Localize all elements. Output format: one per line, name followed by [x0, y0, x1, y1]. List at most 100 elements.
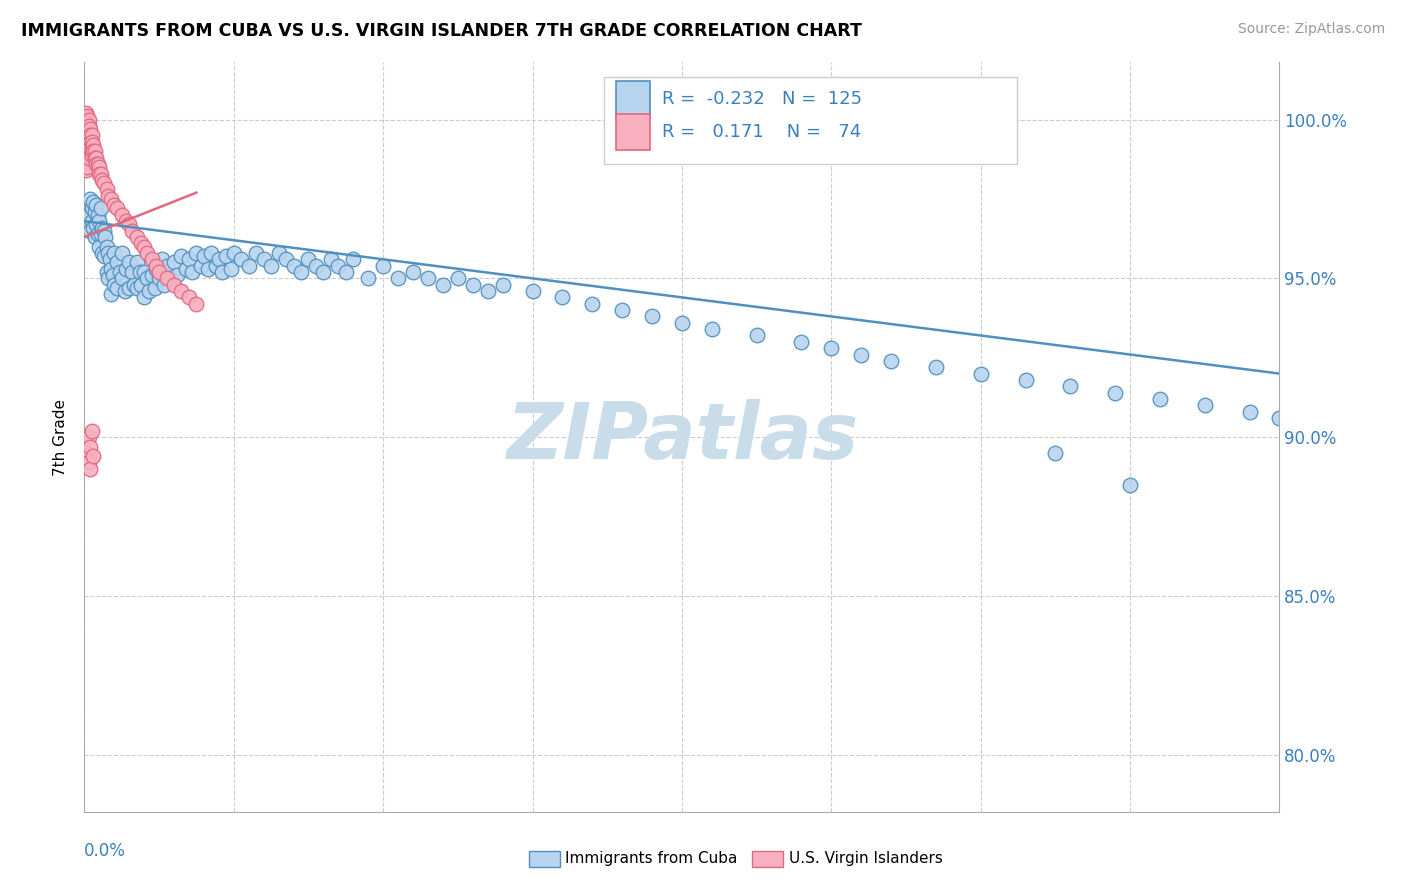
Point: [148, 271, 170, 285]
Point: [75, 157, 97, 171]
Point: [111, 246, 134, 260]
Point: [83, 204, 105, 219]
Point: [87, 208, 110, 222]
Point: [238, 259, 260, 273]
Point: [114, 284, 136, 298]
Point: [170, 284, 193, 298]
Point: [98, 252, 121, 267]
Point: [880, 354, 903, 368]
Text: IMMIGRANTS FROM CUBA VS U.S. VIRGIN ISLANDER 7TH GRADE CORRELATION CHART: IMMIGRANTS FROM CUBA VS U.S. VIRGIN ISLA…: [21, 22, 862, 40]
Point: [174, 261, 197, 276]
Point: [79, 462, 101, 476]
FancyBboxPatch shape: [605, 78, 1017, 163]
Point: [245, 246, 267, 260]
Point: [90, 227, 112, 241]
Point: [103, 277, 125, 292]
Point: [1194, 398, 1216, 412]
Point: [90, 202, 112, 216]
Point: [141, 268, 163, 282]
Point: [148, 265, 170, 279]
Point: [83, 230, 105, 244]
Text: Source: ZipAtlas.com: Source: ZipAtlas.com: [1237, 22, 1385, 37]
Point: [166, 268, 188, 282]
FancyBboxPatch shape: [616, 114, 650, 150]
Point: [75, 131, 97, 145]
Point: [132, 239, 156, 253]
Point: [76, 116, 98, 130]
Point: [274, 252, 297, 267]
Point: [77, 430, 100, 444]
Point: [96, 265, 118, 279]
Point: [82, 145, 104, 159]
Point: [128, 265, 150, 279]
Point: [90, 167, 112, 181]
Point: [155, 271, 177, 285]
Point: [136, 246, 159, 260]
Point: [87, 157, 110, 171]
Point: [305, 259, 328, 273]
Point: [177, 290, 200, 304]
Point: [222, 246, 245, 260]
Point: [77, 119, 100, 133]
Point: [97, 246, 120, 260]
Point: [91, 246, 114, 260]
Point: [89, 167, 111, 181]
Text: R =  -0.232   N =  125: R = -0.232 N = 125: [662, 90, 862, 108]
Point: [145, 259, 167, 273]
Point: [267, 246, 290, 260]
Text: R =   0.171    N =   74: R = 0.171 N = 74: [662, 123, 860, 141]
Point: [197, 261, 219, 276]
Point: [155, 259, 177, 273]
Point: [115, 261, 138, 276]
Point: [76, 122, 98, 136]
Point: [77, 455, 100, 469]
Point: [80, 214, 103, 228]
Point: [118, 281, 141, 295]
Point: [83, 151, 105, 165]
Point: [522, 284, 544, 298]
Point: [77, 145, 100, 159]
Point: [1104, 385, 1126, 400]
Point: [96, 239, 118, 253]
Point: [612, 303, 634, 318]
Point: [125, 255, 148, 269]
Point: [118, 255, 141, 269]
Point: [335, 265, 357, 279]
Point: [77, 131, 100, 145]
Point: [186, 297, 208, 311]
Point: [103, 198, 125, 212]
Text: 0.0%: 0.0%: [84, 842, 127, 860]
Point: [105, 255, 128, 269]
Point: [111, 208, 134, 222]
Point: [205, 259, 228, 273]
Point: [80, 424, 103, 438]
Point: [208, 252, 231, 267]
Point: [82, 220, 104, 235]
Point: [432, 277, 454, 292]
Point: [87, 227, 110, 241]
Point: [75, 163, 97, 178]
Point: [115, 214, 138, 228]
Point: [357, 271, 380, 285]
Point: [671, 316, 693, 330]
Point: [159, 271, 181, 285]
Point: [76, 160, 98, 174]
Point: [122, 277, 145, 292]
Point: [138, 284, 160, 298]
Point: [82, 138, 104, 153]
Point: [387, 271, 409, 285]
Point: [373, 259, 395, 273]
Point: [177, 252, 200, 267]
Point: [461, 277, 484, 292]
Point: [75, 112, 97, 127]
Point: [416, 271, 439, 285]
Point: [319, 252, 342, 267]
Point: [93, 224, 115, 238]
Point: [80, 135, 103, 149]
Point: [97, 271, 120, 285]
Point: [89, 239, 111, 253]
Point: [105, 202, 128, 216]
Point: [447, 271, 470, 285]
Point: [89, 160, 111, 174]
Point: [79, 192, 101, 206]
